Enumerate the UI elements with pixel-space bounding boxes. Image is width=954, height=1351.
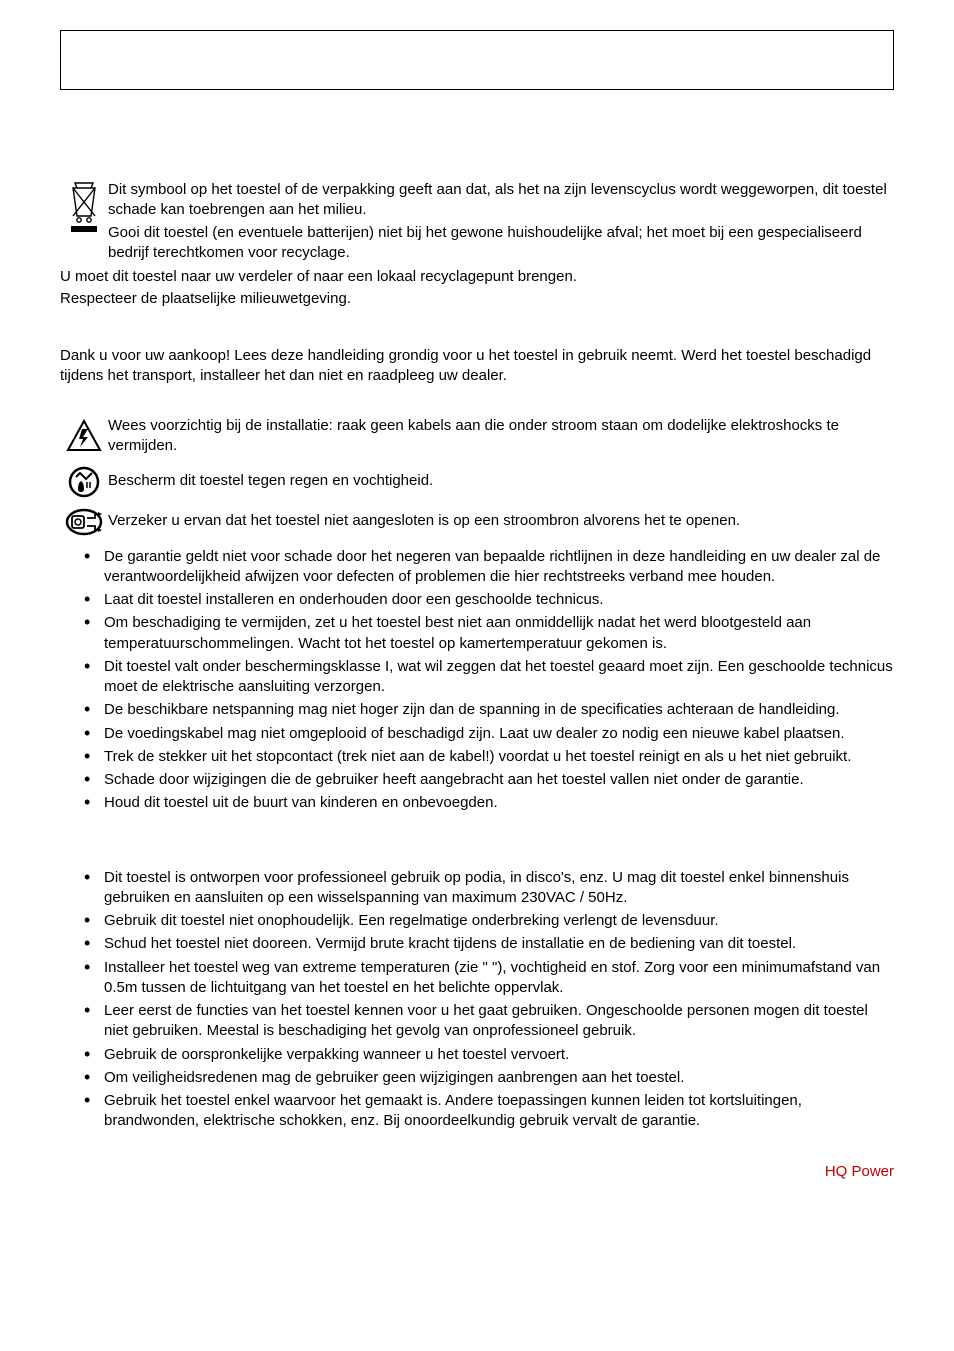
list-item: Gebruik dit toestel niet onophoudelijk. … (88, 911, 894, 931)
recycle-p4: Respecteer de plaatselijke milieuwetgevi… (60, 289, 894, 309)
list-item: Leer eerst de functies van het toestel k… (88, 1001, 894, 1042)
safety-list: De garantie geldt niet voor schade door … (60, 547, 894, 814)
recycle-block: Dit symbool op het toestel of de verpakk… (60, 180, 894, 265)
warning-shock-text: Wees voorzichtig bij de installatie: raa… (108, 416, 894, 457)
recycle-p1: Dit symbool op het toestel of de verpakk… (108, 180, 894, 221)
recycle-text: Dit symbool op het toestel of de verpakk… (108, 180, 894, 265)
unplug-icon (60, 507, 108, 537)
weee-icon (60, 180, 108, 234)
warning-unplug: Verzeker u ervan dat het toestel niet aa… (60, 507, 894, 537)
warning-shock: Wees voorzichtig bij de installatie: raa… (60, 416, 894, 457)
list-item: Schud het toestel niet dooreen. Vermijd … (88, 934, 894, 954)
list-item: Om beschadiging te vermijden, zet u het … (88, 613, 894, 654)
warning-unplug-text: Verzeker u ervan dat het toestel niet aa… (108, 511, 894, 531)
recycle-p3: U moet dit toestel naar uw verdeler of n… (60, 267, 894, 287)
intro-paragraph: Dank u voor uw aankoop! Lees deze handle… (60, 346, 894, 387)
list-item: De beschikbare netspanning mag niet hoge… (88, 700, 894, 720)
moisture-icon (60, 465, 108, 499)
warning-moisture: Bescherm dit toestel tegen regen en voch… (60, 465, 894, 499)
list-item: De voedingskabel mag niet omgeplooid of … (88, 724, 894, 744)
warning-moisture-text: Bescherm dit toestel tegen regen en voch… (108, 471, 894, 491)
list-item: Dit toestel is ontworpen voor profession… (88, 868, 894, 909)
list-item: Gebruik de oorspronkelijke verpakking wa… (88, 1045, 894, 1065)
shock-hazard-icon (60, 419, 108, 453)
warnings-block: Wees voorzichtig bij de installatie: raa… (60, 416, 894, 537)
list-item: Schade door wijzigingen die de gebruiker… (88, 770, 894, 790)
usage-list: Dit toestel is ontworpen voor profession… (60, 868, 894, 1132)
list-item: Om veiligheidsredenen mag de gebruiker g… (88, 1068, 894, 1088)
list-item: Installeer het toestel weg van extreme t… (88, 958, 894, 999)
list-item: De garantie geldt niet voor schade door … (88, 547, 894, 588)
list-item: Laat dit toestel installeren en onderhou… (88, 590, 894, 610)
list-item: Trek de stekker uit het stopcontact (tre… (88, 747, 894, 767)
recycle-p2: Gooi dit toestel (en eventuele batterije… (108, 223, 894, 264)
list-item: Gebruik het toestel enkel waarvoor het g… (88, 1091, 894, 1132)
footer-brand: HQ Power (60, 1162, 894, 1182)
list-item: Houd dit toestel uit de buurt van kinder… (88, 793, 894, 813)
header-box (60, 30, 894, 90)
list-item: Dit toestel valt onder beschermingsklass… (88, 657, 894, 698)
